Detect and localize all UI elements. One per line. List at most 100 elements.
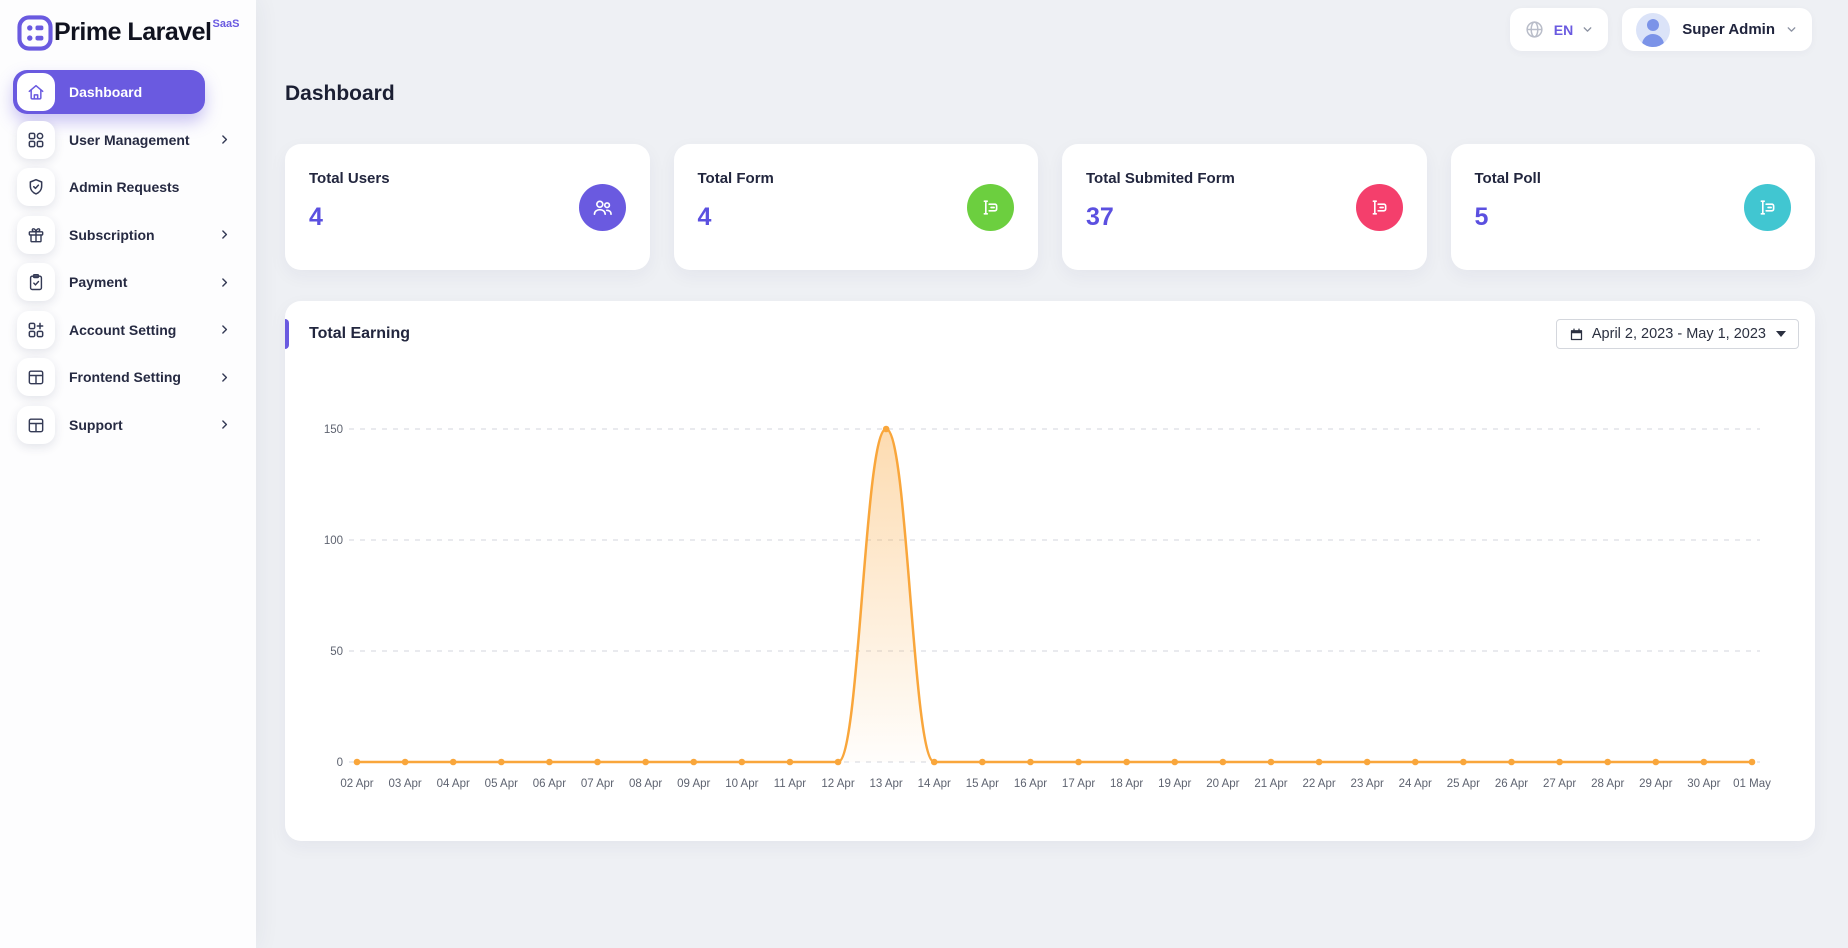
sidebar-item-label: Payment: [69, 274, 128, 290]
layout-icon: [17, 358, 55, 396]
avatar: [1636, 12, 1671, 47]
svg-text:150: 150: [324, 424, 343, 436]
sidebar-item-label: Subscription: [69, 226, 155, 243]
svg-text:50: 50: [330, 646, 343, 658]
main-content: Dashboard Total Users 4 Total Form 4 Total S…: [256, 0, 1848, 841]
sidebar-item-label: User Management: [69, 131, 190, 148]
chart-title: Total Earning: [309, 325, 411, 342]
sidebar-item-account-setting[interactable]: Account Setting: [13, 308, 243, 352]
page-title: Dashboard: [285, 82, 395, 105]
stat-value: 4: [309, 203, 323, 231]
chevron-right-icon: [218, 228, 231, 241]
chevron-right-icon: [218, 371, 231, 384]
clipboard-check-icon: [17, 263, 55, 301]
svg-text:07 Apr: 07 Apr: [581, 778, 614, 790]
form-icon: [1744, 184, 1791, 231]
brand-icon: [16, 14, 54, 52]
svg-text:100: 100: [324, 535, 343, 547]
total-earning-card: Total Earning April 2, 2023 - May 1, 202…: [285, 301, 1815, 841]
brand-badge: SaaS: [212, 18, 240, 30]
brand-logo[interactable]: Prime Laravel SaaS: [0, 0, 256, 52]
total-earning-chart: 0 50 100 150 02 Apr 03 Apr 04 Apr 05 Apr 06 Apr 0…: [285, 359, 1815, 829]
svg-text:03 Apr: 03 Apr: [388, 778, 421, 790]
chevron-right-icon: [218, 133, 231, 146]
stat-card-total-users: Total Users 4: [285, 144, 650, 270]
svg-text:26 Apr: 26 Apr: [1495, 778, 1528, 790]
form-icon: [1355, 184, 1403, 231]
svg-text:05 Apr: 05 Apr: [485, 778, 518, 790]
stat-card-total-submited-form: Total Submited Form 37: [1062, 144, 1427, 270]
gift-icon: [17, 215, 55, 254]
chevron-down-icon: [1581, 23, 1594, 36]
svg-text:10 Apr: 10 Apr: [725, 778, 758, 790]
svg-text:19 Apr: 19 Apr: [1158, 778, 1191, 790]
svg-text:21 Apr: 21 Apr: [1254, 778, 1287, 790]
svg-text:13 Apr: 13 Apr: [870, 778, 903, 790]
svg-text:14 Apr: 14 Apr: [918, 778, 951, 790]
grid-icon: [17, 120, 55, 159]
user-name: Super Admin: [1682, 21, 1775, 38]
svg-text:08 Apr: 08 Apr: [629, 778, 662, 790]
svg-text:15 Apr: 15 Apr: [966, 778, 999, 790]
caret-down-icon: [1776, 331, 1786, 337]
globe-icon: [1524, 19, 1545, 40]
stat-label: Total Poll: [1474, 170, 1541, 187]
stat-value: 4: [697, 203, 712, 231]
sidebar-item-support[interactable]: Support: [13, 403, 243, 447]
sidebar-item-label: Admin Requests: [69, 179, 180, 195]
sidebar-item-dashboard[interactable]: Dashboard: [13, 70, 205, 114]
svg-text:20 Apr: 20 Apr: [1206, 778, 1239, 790]
language-selector[interactable]: EN: [1509, 8, 1609, 51]
date-range-label: April 2, 2023 - May 1, 2023: [1591, 326, 1766, 342]
sidebar: Prime Laravel SaaS Dashboard User Managem…: [0, 0, 256, 948]
sidebar-item-user-management[interactable]: User Management: [13, 118, 243, 162]
topbar: EN Super Admin: [1509, 8, 1812, 51]
sidebar-item-frontend-setting[interactable]: Frontend Setting: [13, 355, 243, 399]
svg-text:0: 0: [337, 757, 343, 769]
svg-text:01 May: 01 May: [1733, 778, 1771, 790]
home-icon: [17, 73, 55, 111]
sidebar-item-payment[interactable]: Payment: [13, 260, 243, 304]
sidebar-item-label: Dashboard: [69, 84, 143, 100]
stat-value: 37: [1086, 203, 1114, 231]
calendar-icon: [1569, 327, 1584, 342]
brand-name: Prime Laravel: [54, 18, 212, 46]
svg-text:11 Apr: 11 Apr: [774, 778, 807, 790]
user-menu[interactable]: Super Admin: [1622, 8, 1812, 51]
chevron-right-icon: [218, 323, 231, 336]
stat-label: Total Form: [697, 170, 774, 187]
svg-text:09 Apr: 09 Apr: [677, 778, 710, 790]
chevron-right-icon: [218, 276, 231, 289]
stat-card-total-form: Total Form 4: [673, 144, 1038, 270]
layout-icon: [17, 405, 55, 444]
svg-text:28 Apr: 28 Apr: [1591, 778, 1624, 790]
sidebar-menu: Dashboard User Management Admin Requests Su…: [0, 70, 256, 447]
sidebar-item-label: Support: [69, 416, 123, 433]
sidebar-item-admin-requests[interactable]: Admin Requests: [13, 165, 243, 209]
chevron-down-icon: [1785, 23, 1798, 36]
chart-header: Total Earning April 2, 2023 - May 1, 202…: [285, 301, 1815, 359]
svg-text:24 Apr: 24 Apr: [1399, 778, 1432, 790]
svg-text:23 Apr: 23 Apr: [1351, 778, 1384, 790]
svg-text:22 Apr: 22 Apr: [1302, 778, 1335, 790]
date-range-button[interactable]: April 2, 2023 - May 1, 2023: [1555, 319, 1799, 349]
stat-label: Total Submited Form: [1086, 170, 1235, 187]
chevron-right-icon: [218, 418, 231, 431]
svg-text:02 Apr: 02 Apr: [340, 778, 373, 790]
sidebar-item-label: Account Setting: [69, 321, 177, 338]
svg-text:30 Apr: 30 Apr: [1687, 778, 1720, 790]
svg-text:18 Apr: 18 Apr: [1110, 778, 1143, 790]
svg-text:25 Apr: 25 Apr: [1447, 778, 1480, 790]
language-code: EN: [1553, 21, 1574, 38]
svg-text:29 Apr: 29 Apr: [1639, 778, 1672, 790]
sidebar-item-label: Frontend Setting: [69, 369, 181, 385]
stats-row: Total Users 4 Total Form 4 Total Submited Fo…: [285, 144, 1815, 270]
grid-plus-icon: [17, 310, 55, 349]
stat-label: Total Users: [309, 170, 390, 187]
stat-value: 5: [1474, 203, 1489, 231]
sidebar-item-subscription[interactable]: Subscription: [13, 213, 243, 257]
shield-check-icon: [17, 168, 55, 206]
form-icon: [967, 184, 1014, 231]
users-icon: [578, 184, 626, 231]
accent-bar: [285, 319, 289, 349]
